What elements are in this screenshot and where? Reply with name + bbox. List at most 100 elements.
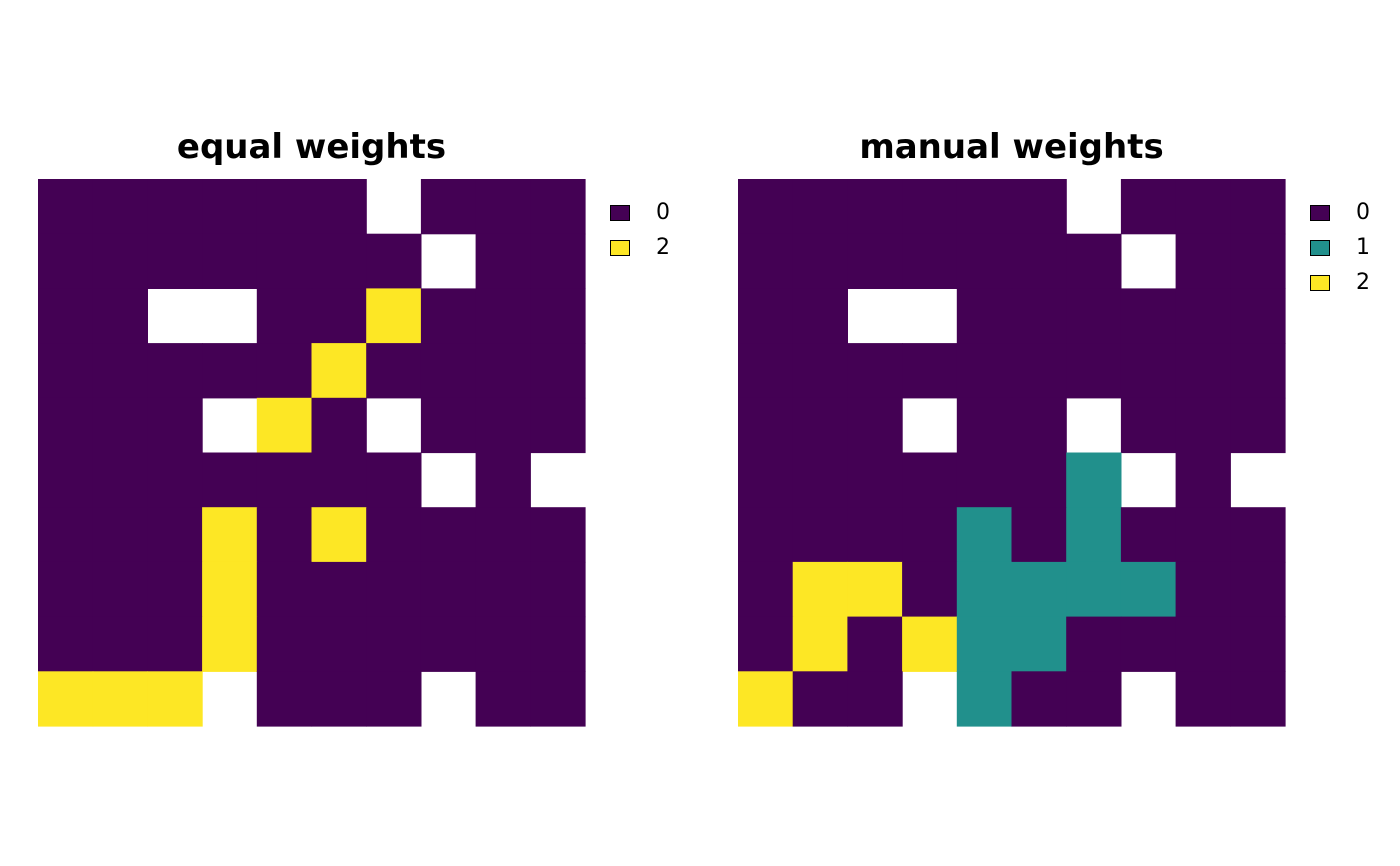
heatmap-cell xyxy=(475,616,531,672)
heatmap-cell xyxy=(530,671,586,727)
heatmap-cell xyxy=(311,233,367,289)
heatmap-cell xyxy=(256,288,313,344)
heatmap-cell xyxy=(792,397,848,454)
heatmap-cell xyxy=(738,179,794,235)
heatmap-cell xyxy=(530,397,586,454)
heatmap-cell xyxy=(902,561,958,618)
heatmap-cell xyxy=(311,452,367,508)
heatmap-cell xyxy=(475,233,531,289)
legend-label: 0 xyxy=(1356,200,1370,225)
heatmap-grid xyxy=(738,179,1286,727)
legend-label: 2 xyxy=(656,235,670,260)
heatmap-cell xyxy=(847,343,903,399)
heatmap-cell xyxy=(475,343,531,399)
heatmap-cell xyxy=(738,233,794,289)
heatmap-cell xyxy=(311,179,367,235)
heatmap-cell xyxy=(956,671,1013,727)
heatmap-cell xyxy=(420,616,477,672)
heatmap-cell xyxy=(147,671,203,727)
heatmap-cell xyxy=(1011,233,1067,289)
heatmap-cell xyxy=(1011,397,1067,454)
heatmap-cell xyxy=(38,671,94,727)
heatmap-cell xyxy=(202,616,258,672)
heatmap-cell xyxy=(1066,452,1122,508)
heatmap-cell xyxy=(1120,179,1177,235)
heatmap-cell xyxy=(792,671,848,727)
heatmap-cell xyxy=(1175,288,1231,344)
heatmap-cell xyxy=(147,233,203,289)
heatmap-cell xyxy=(1230,179,1286,235)
heatmap-cell xyxy=(1175,397,1231,454)
legend-item: 2 xyxy=(608,235,688,270)
heatmap-cell xyxy=(92,452,148,508)
heatmap-cell xyxy=(366,288,422,344)
heatmap-cell xyxy=(38,179,94,235)
heatmap-cell xyxy=(847,233,903,289)
heatmap-cell xyxy=(1230,561,1286,618)
legend: 0 2 xyxy=(608,200,688,270)
heatmap-cell xyxy=(1011,616,1067,672)
heatmap-cell xyxy=(256,452,313,508)
legend-item: 2 xyxy=(1308,270,1388,305)
heatmap-cell xyxy=(420,343,477,399)
heatmap-cell xyxy=(202,452,258,508)
legend-label: 0 xyxy=(656,200,670,225)
heatmap-cell xyxy=(738,671,794,727)
legend-label: 2 xyxy=(1356,270,1370,295)
heatmap-cell xyxy=(38,343,94,399)
heatmap-cell xyxy=(738,452,794,508)
heatmap-cell xyxy=(1011,671,1067,727)
heatmap-cell xyxy=(38,233,94,289)
heatmap-cell xyxy=(366,561,422,618)
heatmap-cell xyxy=(1230,671,1286,727)
heatmap-cell xyxy=(92,397,148,454)
heatmap-cell xyxy=(738,288,794,344)
heatmap-cell xyxy=(956,288,1013,344)
heatmap-cell xyxy=(1175,452,1231,508)
heatmap-cell xyxy=(902,343,958,399)
heatmap-cell xyxy=(366,343,422,399)
heatmap-cell xyxy=(202,343,258,399)
heatmap-cell xyxy=(311,616,367,672)
heatmap-cell xyxy=(420,561,477,618)
heatmap-cell xyxy=(530,616,586,672)
heatmap-cell xyxy=(956,233,1013,289)
heatmap-cell xyxy=(530,288,586,344)
heatmap-cell xyxy=(847,616,903,672)
heatmap-cell xyxy=(792,561,848,618)
heatmap-cell xyxy=(366,507,422,563)
heatmap-cell xyxy=(147,179,203,235)
heatmap-cell xyxy=(956,179,1013,235)
heatmap-cell xyxy=(956,561,1013,618)
heatmap-cell xyxy=(956,452,1013,508)
heatmap-cell xyxy=(1066,616,1122,672)
heatmap-cell xyxy=(366,233,422,289)
legend-label: 1 xyxy=(1356,235,1370,260)
heatmap-cell xyxy=(1066,343,1122,399)
heatmap-cell xyxy=(847,561,903,618)
heatmap-cell xyxy=(738,507,794,563)
heatmap-cell xyxy=(92,179,148,235)
chart-title: equal weights xyxy=(176,127,447,167)
heatmap-cell xyxy=(475,179,531,235)
legend-swatch xyxy=(1310,205,1330,221)
heatmap-cell xyxy=(1120,397,1177,454)
heatmap-cell xyxy=(792,616,848,672)
heatmap-cell xyxy=(738,397,794,454)
heatmap-cell xyxy=(311,671,367,727)
heatmap-cell xyxy=(92,561,148,618)
heatmap-cell xyxy=(530,561,586,618)
heatmap-cell xyxy=(256,561,313,618)
heatmap-cell xyxy=(1066,507,1122,563)
heatmap-cell xyxy=(92,507,148,563)
heatmap-cell xyxy=(1175,561,1231,618)
heatmap-cell xyxy=(1175,616,1231,672)
heatmap-cell xyxy=(256,343,313,399)
heatmap-cell xyxy=(92,343,148,399)
heatmap-cell xyxy=(902,507,958,563)
heatmap-cell xyxy=(92,233,148,289)
legend-item: 0 xyxy=(1308,200,1388,235)
heatmap-cell xyxy=(420,507,477,563)
heatmap-cell xyxy=(1066,671,1122,727)
heatmap-cell xyxy=(902,179,958,235)
